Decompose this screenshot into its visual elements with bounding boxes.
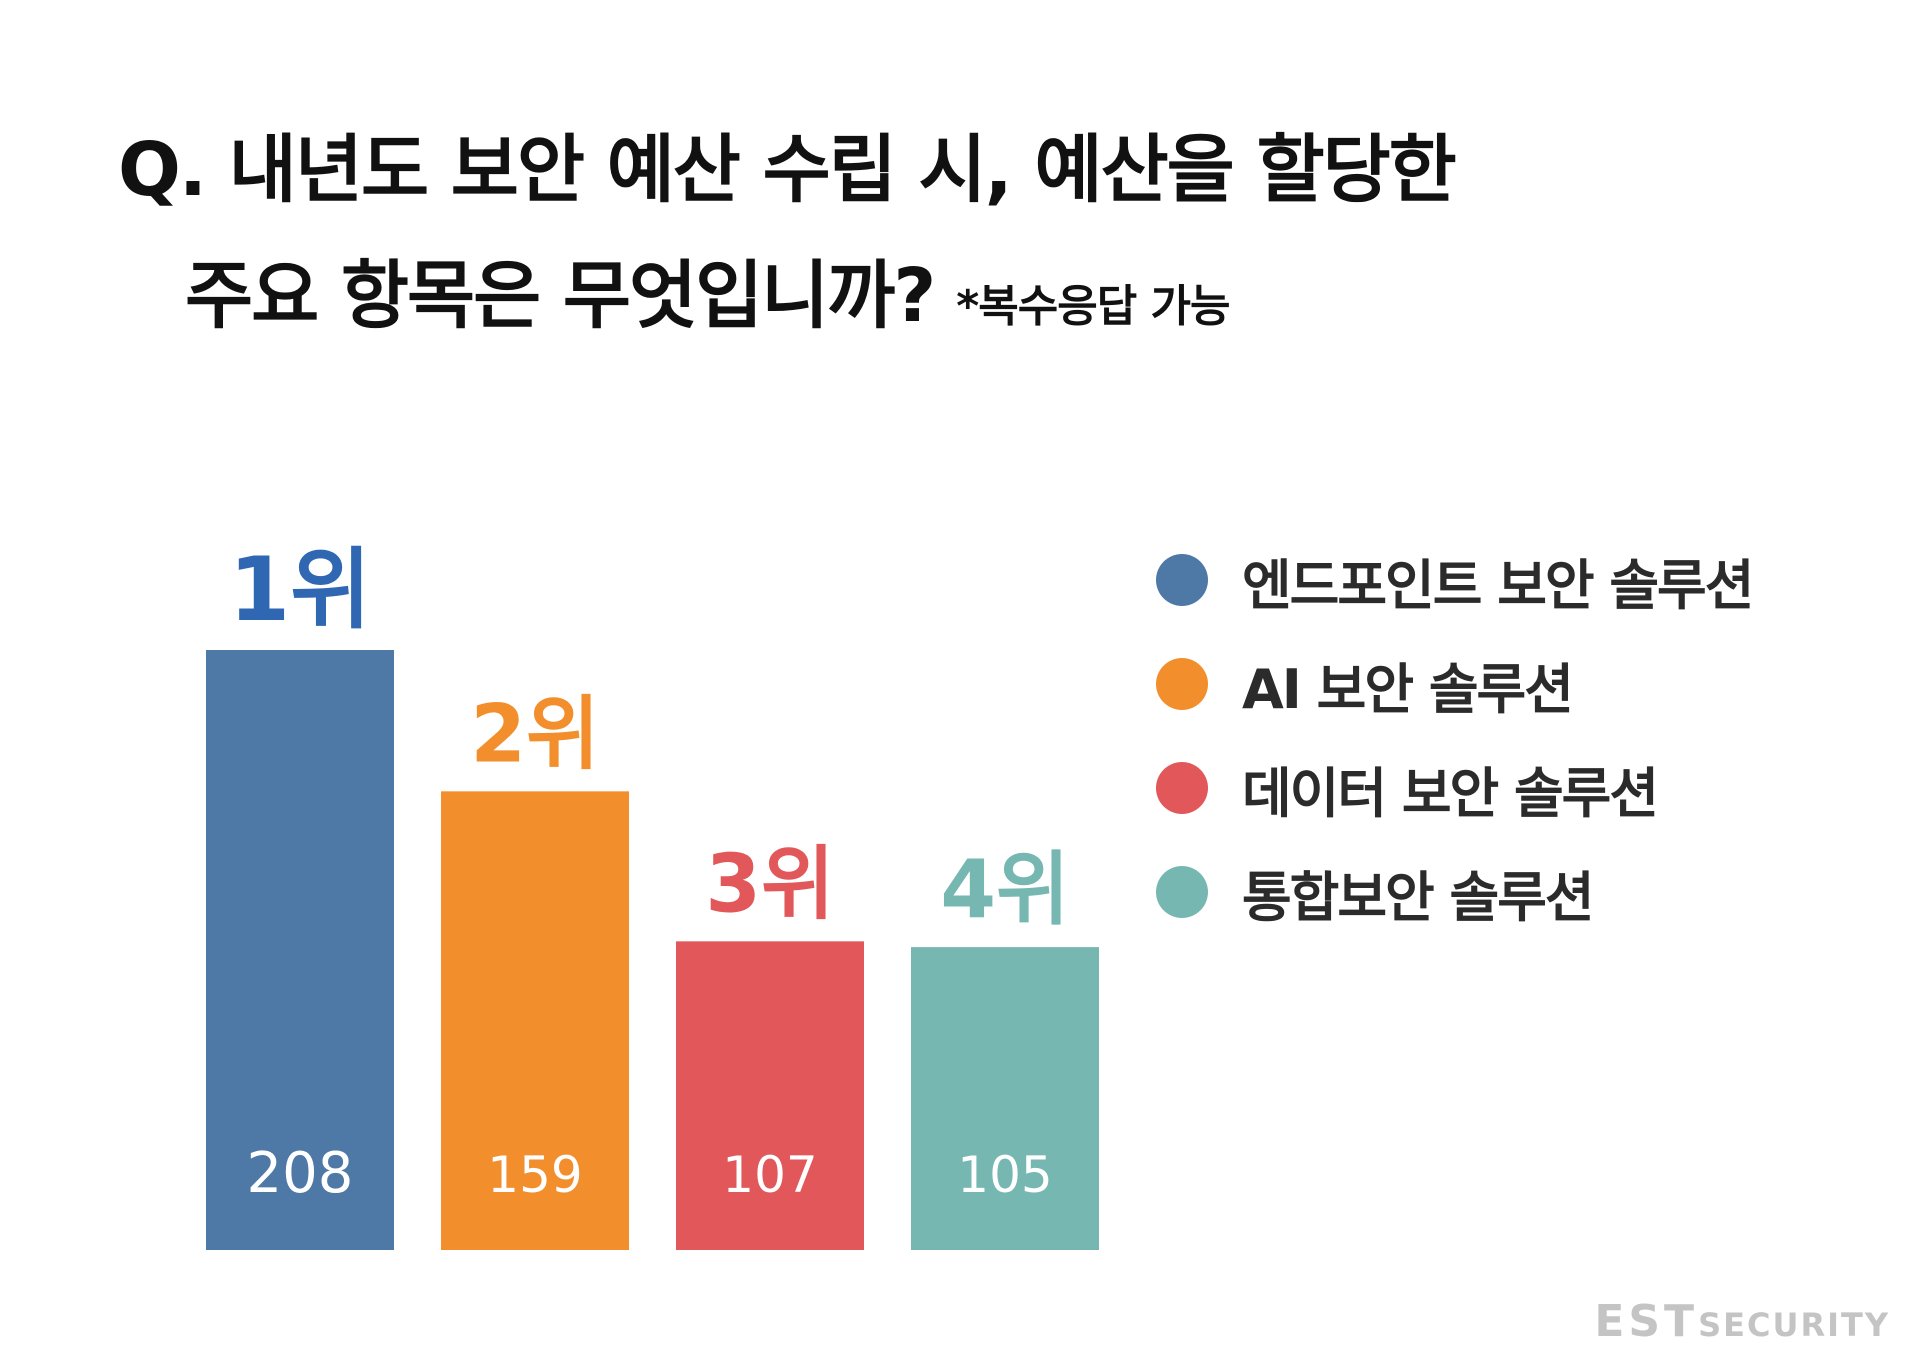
rank-label-4: 4위: [940, 843, 1069, 936]
question-text: 주요 항목은 무엇입니까?: [185, 253, 936, 339]
legend-item-data: 데이터 보안 솔루션: [1156, 736, 1752, 840]
legend-item-ai: AI 보안 솔루션: [1156, 632, 1752, 736]
bar-value-label-2: 159: [487, 1146, 582, 1204]
bar-value-label-1: 208: [247, 1141, 354, 1206]
legend-dot-data: [1156, 762, 1208, 814]
legend-item-endpoint: 엔드포인트 보안 솔루션: [1156, 528, 1754, 632]
question-line-2: 주요 항목은 무엇입니까? *복수응답 가능: [185, 236, 1230, 343]
question-line-1: Q. 내년도 보안 예산 수립 시, 예산을 할당한: [118, 127, 1457, 213]
multiple-response-note: *복수응답 가능: [956, 281, 1230, 332]
legend-dot-ai: [1156, 658, 1208, 710]
rank-label-3: 3위: [705, 837, 834, 930]
legend-item-integrated: 통합보안 솔루션: [1156, 840, 1752, 944]
bar-1: [206, 650, 394, 1250]
legend: 엔드포인트 보안 솔루션 AI 보안 솔루션 데이터 보안 솔루션 통합보안 솔…: [1156, 528, 1754, 944]
bar-4: [911, 947, 1099, 1250]
bar-value-label-4: 105: [957, 1146, 1052, 1204]
legend-dot-integrated: [1156, 866, 1208, 918]
legend-dot-endpoint: [1156, 554, 1208, 606]
rank-label-1: 1위: [229, 538, 371, 641]
logo-main: EST: [1594, 1296, 1699, 1347]
logo-sub: SECURITY: [1698, 1306, 1890, 1344]
bar-2: [441, 791, 629, 1250]
estsecurity-logo: ESTSECURITY: [1594, 1296, 1890, 1347]
legend-label-endpoint: 엔드포인트 보안 솔루션: [1242, 553, 1754, 617]
bar-3: [676, 941, 864, 1250]
bar-value-label-3: 107: [722, 1146, 817, 1204]
rank-label-2: 2위: [470, 687, 599, 780]
legend-label-ai: AI 보안 솔루션: [1242, 657, 1574, 721]
legend-label-integrated: 통합보안 솔루션: [1242, 865, 1595, 929]
legend-label-data: 데이터 보안 솔루션: [1242, 761, 1659, 825]
